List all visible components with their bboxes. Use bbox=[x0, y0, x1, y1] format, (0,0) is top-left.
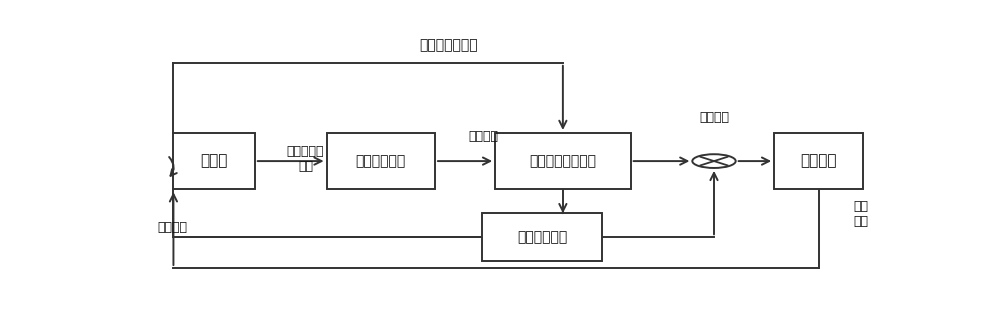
Text: 样本更新: 样本更新 bbox=[158, 221, 188, 234]
Text: 基础负荷模块: 基础负荷模块 bbox=[356, 154, 406, 168]
Text: 控制对象: 控制对象 bbox=[800, 153, 837, 169]
Bar bbox=[326, 133, 435, 189]
Text: 周期负荷补偿: 周期负荷补偿 bbox=[517, 230, 567, 244]
Text: 实时
采集: 实时 采集 bbox=[854, 200, 869, 228]
Text: 热扰动态预测模块: 热扰动态预测模块 bbox=[529, 154, 596, 168]
Text: 目标负荷: 目标负荷 bbox=[699, 111, 729, 124]
Text: 历史负荷、室温: 历史负荷、室温 bbox=[420, 38, 478, 52]
Bar bbox=[173, 133, 255, 189]
Bar bbox=[774, 133, 863, 189]
Text: 数据库: 数据库 bbox=[200, 153, 228, 169]
Bar bbox=[482, 213, 602, 261]
Bar bbox=[495, 133, 631, 189]
Text: 气象、室温
负荷: 气象、室温 负荷 bbox=[287, 145, 324, 173]
Text: 基础负荷: 基础负荷 bbox=[468, 130, 498, 143]
